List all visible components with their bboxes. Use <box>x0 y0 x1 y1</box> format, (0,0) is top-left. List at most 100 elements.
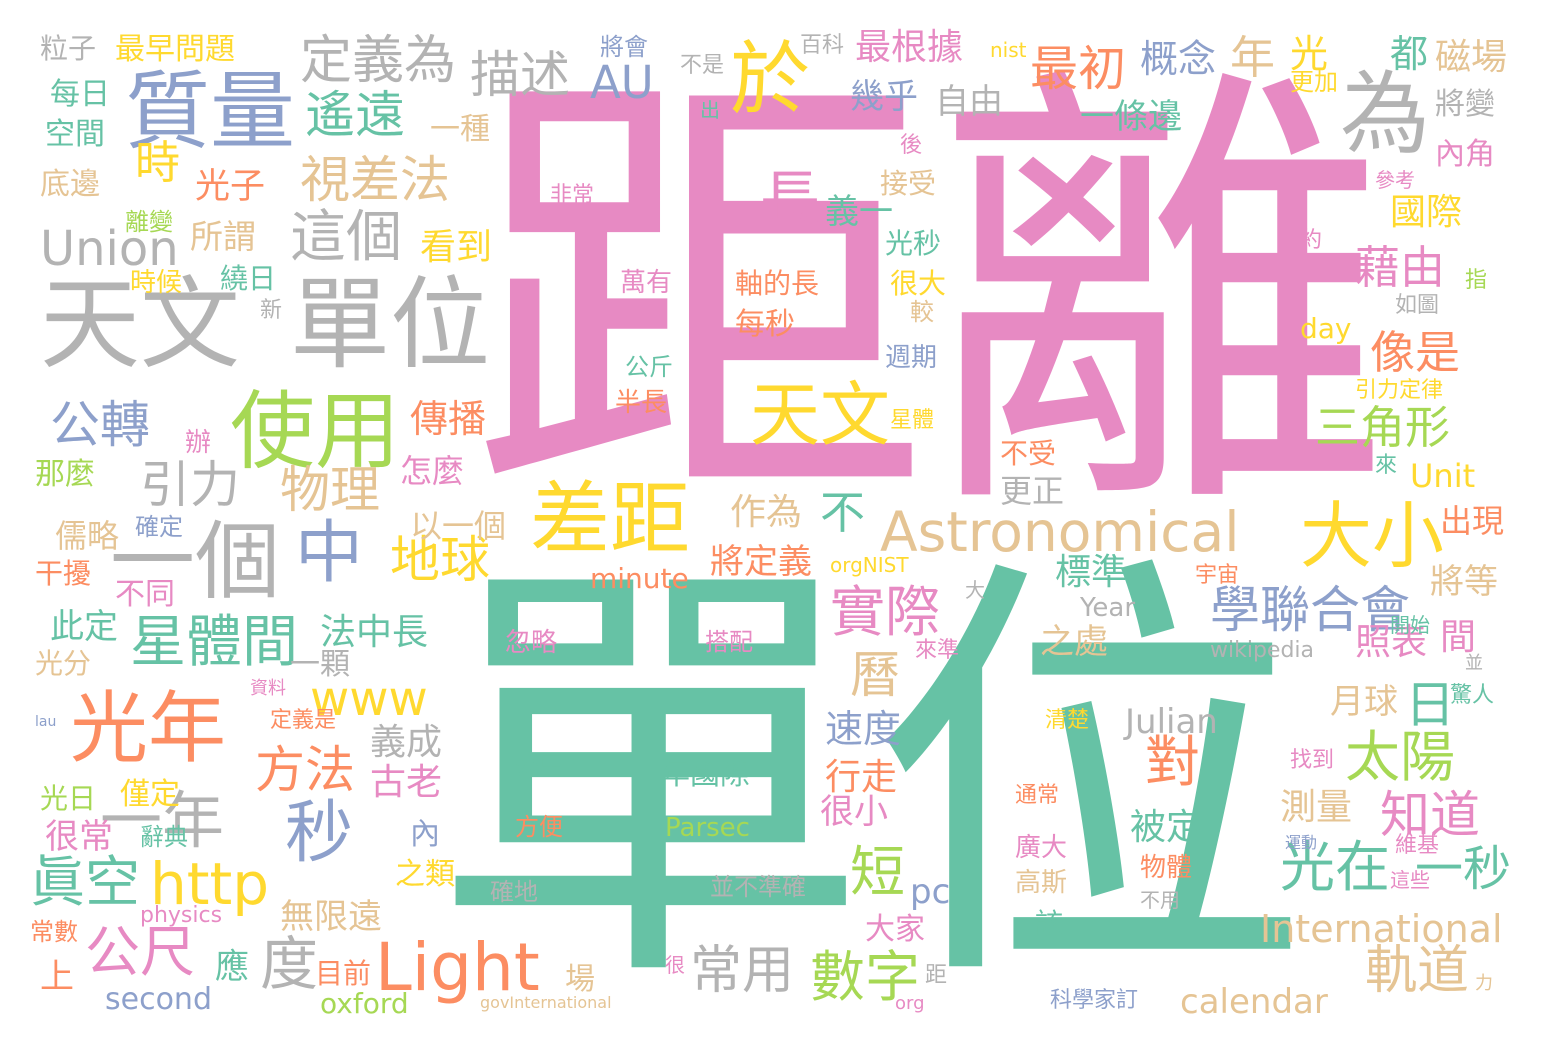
word-li-calendar: 曆 <box>850 646 900 704</box>
word-www: www <box>310 671 428 727</box>
word-henchang: 很常 <box>45 817 113 857</box>
word-buyong: 不用 <box>1140 888 1180 912</box>
word-da: 大 <box>965 578 985 602</box>
word-shiji: 實際 <box>830 580 941 644</box>
word-dajia: 大家 <box>865 912 925 947</box>
word-julian: Julian <box>1125 702 1218 742</box>
word-zhege: 這個 <box>290 205 402 270</box>
word-zhiliang: 質量 <box>125 63 296 162</box>
word-zhaobiao: 照表 <box>1355 622 1428 663</box>
word-rulue: 儒略 <box>55 517 120 555</box>
word-lizi: 粒子 <box>40 32 97 65</box>
word-second: second <box>105 982 212 1017</box>
word-guoji: 國際 <box>1390 192 1463 233</box>
word-zuigenju: 最根據 <box>855 27 964 68</box>
word-yizhong: 一種 <box>430 112 490 147</box>
word-chuxian: 出現 <box>1440 502 1505 540</box>
word-queding: 確定 <box>135 513 183 541</box>
word-wanyou: 萬有 <box>620 268 673 298</box>
word-nist: nist <box>990 38 1027 62</box>
word-nianguoji: 年國際 <box>660 757 750 792</box>
word-bingbuzhunque: 並不準確 <box>710 873 806 901</box>
word-chang-field: 場 <box>565 962 595 997</box>
word-union: Union <box>40 221 179 277</box>
word-guangzi: 光子 <box>195 167 266 207</box>
word-miaoshu: 描述 <box>470 46 570 104</box>
word-gongjin: 公斤 <box>625 353 673 381</box>
word-zhexie: 這些 <box>1390 868 1430 892</box>
word-gai: 該 <box>1035 907 1064 940</box>
word-weiji: 維基 <box>1395 833 1440 858</box>
word-jingren: 驚人 <box>1450 683 1495 708</box>
word-shiyong: 使用 <box>230 383 401 482</box>
word-danwei-big: 單位 <box>430 524 1310 1036</box>
word-tianwen-yellow: 天文 <box>750 374 890 456</box>
word-jiao: 較 <box>910 298 934 326</box>
word-govinternational: govInternational <box>480 993 612 1012</box>
word-yue: 約 <box>1300 228 1323 253</box>
word-yinli: 引力 <box>140 456 240 514</box>
word-suowei: 所謂 <box>190 217 256 256</box>
word-year: Year <box>1080 593 1136 623</box>
word-jiangbian: 將變 <box>1435 87 1495 122</box>
word-yiyi: 義一 <box>825 192 893 232</box>
word-xingti: 星體 <box>890 408 935 433</box>
word-guang: 光 <box>1290 32 1329 76</box>
word-hulue: 忽略 <box>505 628 558 658</box>
word-celiang: 測量 <box>1280 787 1353 828</box>
word-zenme: 怎麼 <box>400 452 465 490</box>
word-danwei-gray: 單位 <box>290 266 490 383</box>
word-miao: 秒 <box>285 794 354 873</box>
word-zhichu: 之處 <box>1040 622 1108 662</box>
word-day: day <box>1300 312 1352 345</box>
word-kandao: 看到 <box>420 227 493 268</box>
word-ban: 辦 <box>185 428 212 458</box>
word-zhilei: 之類 <box>395 857 455 892</box>
word-chu: 出 <box>700 98 720 122</box>
word-baike: 百科 <box>800 33 845 58</box>
word-orgnist: orgNIST <box>830 553 909 577</box>
word-meimiao: 每秒 <box>735 307 795 342</box>
word-guangmiao: 光秒 <box>885 227 942 260</box>
word-henda: 很大 <box>890 267 947 300</box>
word-gengzheng: 更正 <box>1000 472 1065 510</box>
word-dui: 對 <box>1145 730 1201 794</box>
word-yundong: 運動 <box>1285 833 1318 852</box>
word-minute: minute <box>590 562 689 595</box>
word-ri: 日 <box>1405 676 1455 734</box>
word-wikipedia: wikipedia <box>1210 638 1315 663</box>
word-zuichu: 最初 <box>1030 41 1127 97</box>
word-tongchang: 通常 <box>1015 783 1060 808</box>
word-rutu: 如圖 <box>1395 293 1440 318</box>
word-fangfa: 方法 <box>255 741 355 799</box>
word-oxford: oxford <box>320 987 409 1020</box>
word-calendar: calendar <box>1180 982 1328 1022</box>
word-guidao: 軌道 <box>1365 941 1470 1001</box>
word-dingyiwei: 定義為 <box>300 31 457 91</box>
word-bing: 並 <box>1465 653 1483 674</box>
word-guangda: 廣大 <box>1015 833 1068 863</box>
word-yitiaobian: 一條邊 <box>1080 97 1182 137</box>
word-zuowei: 作為 <box>730 492 803 533</box>
word-guangfen: 光分 <box>35 647 92 680</box>
word-yinlidinglv: 引力定律 <box>1355 378 1444 403</box>
word-wuti: 物體 <box>1140 853 1193 883</box>
word-xin: 新 <box>260 298 283 323</box>
word-fazhongchang: 法中長 <box>320 612 429 653</box>
word-light: Light <box>375 929 540 1006</box>
word-lau: lau <box>35 714 57 730</box>
word-wuli: 物理 <box>280 461 380 519</box>
word-dibian: 底邊 <box>40 167 100 202</box>
word-beiding: 被定 <box>1130 807 1203 848</box>
word-dapei: 搭配 <box>705 628 753 656</box>
word-yimiao: 一秒 <box>1415 841 1512 897</box>
word-libian: 離變 <box>125 208 173 236</box>
word-qingchu: 清楚 <box>1045 708 1090 733</box>
word-jieyou: 藉由 <box>1355 241 1446 294</box>
word-tianwen-gray: 天文 <box>40 266 240 383</box>
word-zhong: 中 <box>295 514 364 593</box>
word-dingyishi: 定義是 <box>270 708 337 733</box>
word-physics: physics <box>140 903 223 928</box>
word-dou: 都 <box>1390 32 1429 76</box>
word-zhidao: 知道 <box>1380 786 1480 844</box>
